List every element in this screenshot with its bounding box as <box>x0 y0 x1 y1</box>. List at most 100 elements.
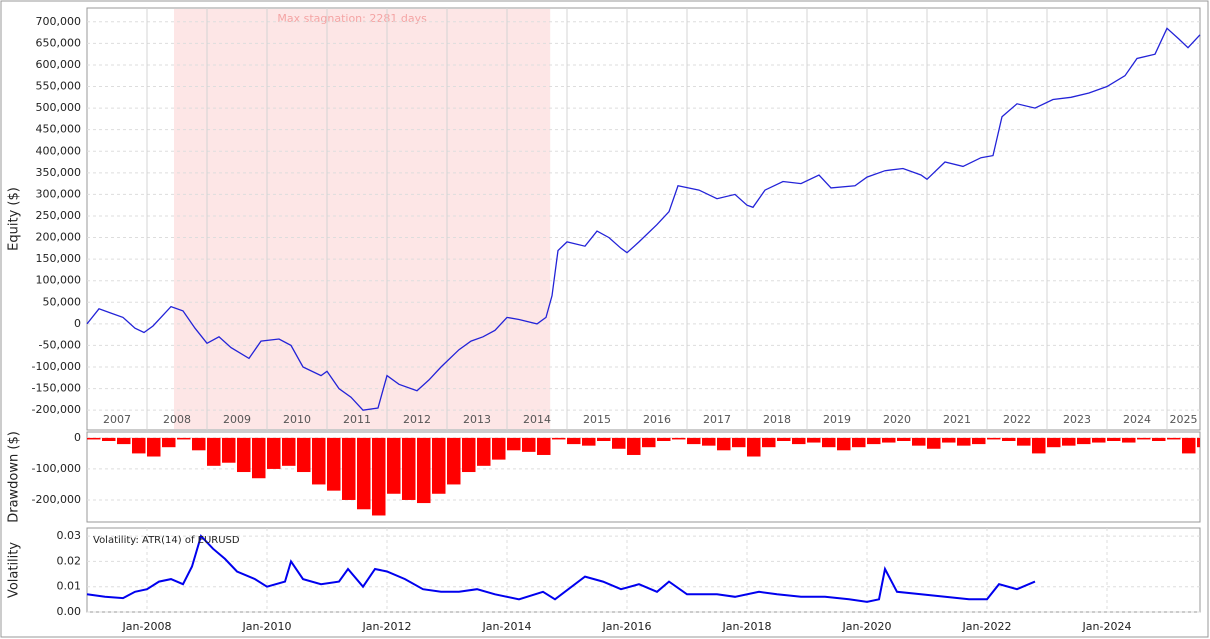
x-tick-label: 2022 <box>1003 413 1031 426</box>
y-tick-label: 0.01 <box>57 580 82 593</box>
x-tick-label: 2021 <box>943 413 971 426</box>
bar <box>687 437 701 445</box>
annotation: Volatility: ATR(14) of EURUSD <box>93 535 240 546</box>
y-tick-label: 300,000 <box>36 187 82 200</box>
x-tick-label: Jan-2022 <box>962 620 1012 633</box>
bar <box>942 437 956 443</box>
x-tick-label: 2014 <box>523 413 551 426</box>
bar <box>177 437 191 440</box>
y-tick-label: -50,000 <box>39 338 81 351</box>
x-tick-label: 2017 <box>703 413 731 426</box>
bar <box>222 437 236 463</box>
line <box>86 534 1036 603</box>
bar <box>327 437 341 491</box>
bar <box>642 437 656 448</box>
y-tick-label: 600,000 <box>36 58 82 71</box>
bar <box>747 437 761 457</box>
bar <box>537 437 551 455</box>
bar <box>927 437 941 449</box>
bar <box>117 437 131 445</box>
bar <box>567 437 581 445</box>
bar <box>87 437 101 440</box>
bar <box>552 437 566 440</box>
bar <box>1062 437 1076 446</box>
bar <box>132 437 146 454</box>
bar <box>507 437 521 451</box>
x-tick-label: Jan-2024 <box>1082 620 1132 633</box>
y-tick-label: 350,000 <box>36 166 82 179</box>
bar <box>882 437 896 443</box>
bar <box>1137 437 1151 440</box>
bar <box>897 437 911 441</box>
bar <box>402 437 416 500</box>
bar <box>1152 437 1166 441</box>
y-tick-label: 250,000 <box>36 209 82 222</box>
x-tick-label: 2019 <box>823 413 851 426</box>
bar <box>387 437 401 494</box>
bar <box>477 437 491 466</box>
bar <box>822 437 836 448</box>
x-tick-label: 2020 <box>883 413 911 426</box>
y-tick-label: 0.03 <box>57 529 82 542</box>
bar <box>1017 437 1031 446</box>
bar <box>987 437 1001 440</box>
y-tick-label: 50,000 <box>43 295 82 308</box>
bar <box>762 437 776 448</box>
y-tick-label: -200,000 <box>32 403 81 416</box>
bar <box>252 437 266 479</box>
y-tick-label: 550,000 <box>36 80 82 93</box>
bar <box>972 437 986 445</box>
x-tick-label: 2007 <box>103 413 131 426</box>
bar <box>852 437 866 448</box>
x-tick-label: 2008 <box>163 413 191 426</box>
bar <box>417 437 431 504</box>
y-tick-label: 450,000 <box>36 123 82 136</box>
bar <box>702 437 716 446</box>
line <box>86 27 1201 411</box>
y-tick-label: -100,000 <box>32 360 81 373</box>
x-tick-label: 2015 <box>583 413 611 426</box>
y-tick-label: 0.02 <box>57 554 82 567</box>
bar <box>1197 437 1200 448</box>
bar <box>1077 437 1091 445</box>
y-axis-label: Equity ($) <box>7 187 22 251</box>
stagnation-span <box>174 9 551 429</box>
bar <box>462 437 476 473</box>
bar <box>1167 437 1181 440</box>
bar <box>297 437 311 473</box>
bar <box>447 437 461 485</box>
y-tick-label: 0 <box>74 317 81 330</box>
y-axis-label: Volatility <box>7 542 22 598</box>
y-tick-label: 500,000 <box>36 101 82 114</box>
bar <box>342 437 356 500</box>
y-tick-label: 100,000 <box>36 274 82 287</box>
bar <box>912 437 926 446</box>
bar <box>777 437 791 441</box>
y-tick-label: -100,000 <box>32 462 81 475</box>
annotation: Max stagnation: 2281 days <box>277 12 427 25</box>
y-tick-label: 700,000 <box>36 15 82 28</box>
x-tick-label: Jan-2018 <box>722 620 772 633</box>
bar <box>492 437 506 460</box>
bar <box>672 437 686 440</box>
bar <box>1107 437 1121 441</box>
bar <box>282 437 296 466</box>
x-tick-label: 2025 <box>1170 413 1198 426</box>
plot-area <box>86 527 1201 613</box>
bar <box>837 437 851 451</box>
bar <box>627 437 641 455</box>
x-tick-label: 2009 <box>223 413 251 426</box>
y-tick-label: 150,000 <box>36 252 82 265</box>
x-tick-label: 2018 <box>763 413 791 426</box>
y-tick-label: -200,000 <box>32 493 81 506</box>
x-tick-label: Jan-2012 <box>362 620 412 633</box>
bar <box>267 437 281 469</box>
bar <box>372 437 386 516</box>
bar <box>657 437 671 441</box>
bar <box>1002 437 1016 441</box>
bar <box>192 437 206 451</box>
bar <box>432 437 446 494</box>
bar <box>522 437 536 452</box>
bar <box>732 437 746 448</box>
